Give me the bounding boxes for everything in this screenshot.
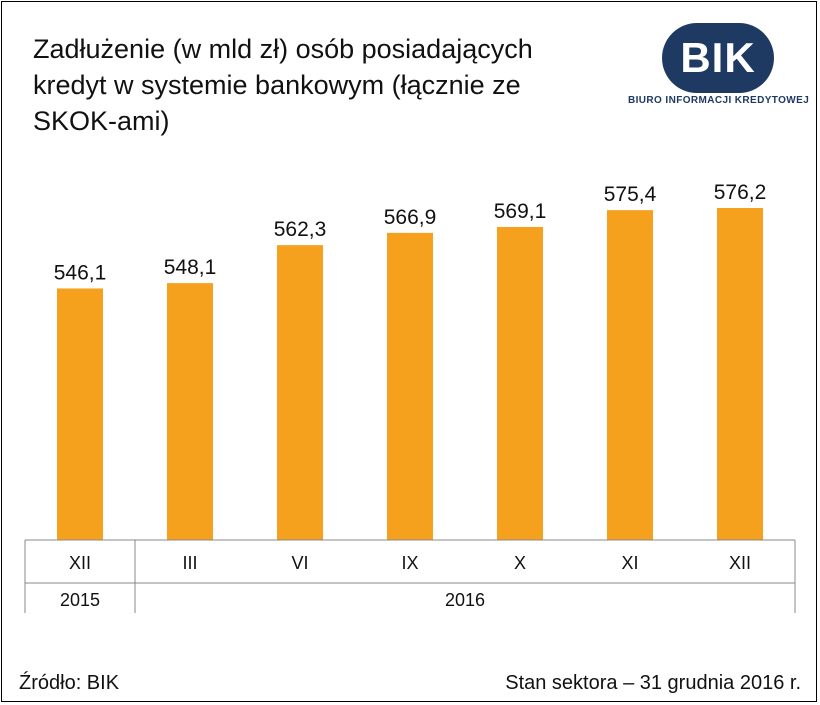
data-label: 566,9 — [384, 206, 437, 229]
bar — [57, 288, 103, 540]
x-tick-label: XII — [69, 553, 91, 573]
x-tick-label: XII — [729, 553, 751, 573]
chart-title: Zadłużenie (w mld zł) osób posiadających… — [33, 34, 533, 136]
bar — [277, 245, 323, 541]
date-note: Stan sektora – 31 grudnia 2016 r. — [505, 672, 801, 694]
bar — [717, 208, 763, 540]
bar — [497, 226, 543, 540]
data-label: 562,3 — [274, 218, 327, 241]
data-label: 569,1 — [494, 200, 547, 223]
bar — [387, 232, 433, 540]
bar — [167, 283, 213, 540]
x-tick-label: III — [182, 553, 197, 573]
bar — [607, 210, 653, 540]
x-tick-label: X — [514, 553, 526, 573]
bik-logo: BIK — [662, 23, 774, 93]
data-label: 546,1 — [54, 261, 107, 284]
data-label: 548,1 — [164, 256, 217, 279]
x-tick-label: XI — [621, 553, 638, 573]
x-tick-label: IX — [401, 553, 418, 573]
data-label: 575,4 — [604, 183, 657, 206]
year-label: 2015 — [60, 590, 100, 610]
x-tick-label: VI — [291, 553, 308, 573]
data-label: 576,2 — [714, 181, 767, 204]
source-note: Źródło: BIK — [19, 672, 120, 694]
bik-logo-subtitle: BIURO INFORMACJI KREDYTOWEJ — [628, 95, 810, 106]
year-label: 2016 — [445, 590, 485, 610]
